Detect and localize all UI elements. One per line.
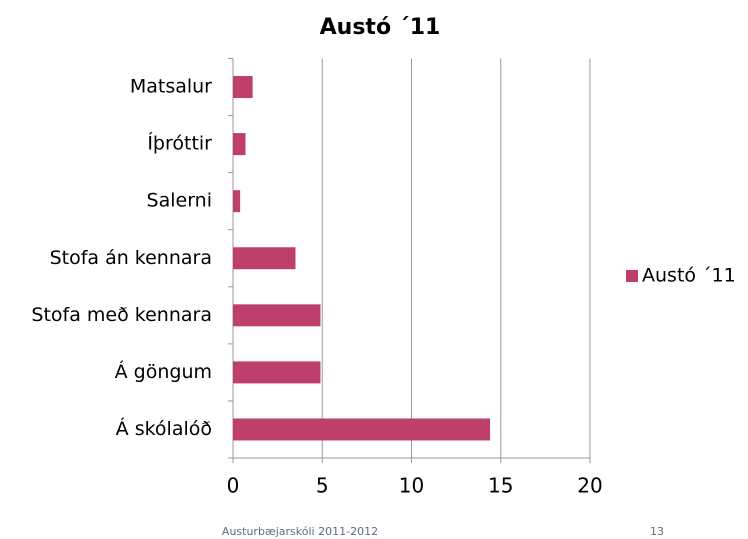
bar	[233, 361, 321, 384]
bar	[233, 304, 321, 327]
legend-label: Austó ´11	[642, 265, 736, 287]
bar	[233, 247, 296, 270]
x-tick-label: 5	[316, 474, 329, 498]
y-tick-label: Stofa án kennara	[50, 247, 212, 269]
bar	[233, 190, 241, 213]
x-tick-label: 10	[399, 474, 424, 498]
y-tick-label: Stofa með kennara	[31, 304, 212, 326]
bar	[233, 76, 253, 99]
y-tick-label: Á göngum	[115, 360, 212, 383]
y-tick-label: Matsalur	[130, 76, 212, 98]
x-tick-label: 20	[577, 474, 602, 498]
legend-swatch	[626, 270, 638, 282]
x-tick-label: 15	[488, 474, 513, 498]
chart-title: Austó ´11	[320, 15, 441, 40]
bar	[233, 133, 246, 156]
x-tick-label: 0	[227, 474, 240, 498]
footer-left: Austurbæjarskóli 2011-2012	[222, 525, 378, 538]
y-tick-label: Salerni	[147, 190, 212, 212]
footer-right: 13	[650, 525, 664, 538]
y-tick-label: Íþróttir	[147, 132, 212, 155]
bar	[233, 418, 491, 441]
y-tick-label: Á skólalóð	[116, 417, 212, 440]
